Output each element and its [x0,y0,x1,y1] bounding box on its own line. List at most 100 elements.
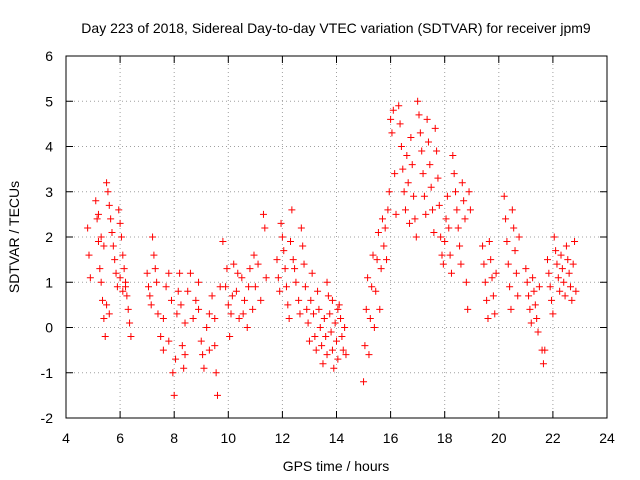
data-point [243,324,251,331]
data-point [192,296,200,304]
data-point [454,224,462,232]
data-point [97,233,105,241]
data-point [543,256,551,264]
data-point [292,278,300,286]
data-point [119,287,127,295]
data-point [285,314,293,322]
data-point [222,283,230,291]
data-point [99,296,107,304]
data-point [450,170,458,178]
data-point [526,305,534,313]
x-tick-label: 4 [62,430,70,446]
data-point [203,324,211,331]
data-point [465,188,473,196]
data-point [388,129,396,137]
data-point [241,296,249,304]
data-point [411,215,419,223]
data-point [189,314,197,322]
data-point [146,292,154,300]
data-point [127,333,135,341]
data-point [566,283,574,291]
data-point [278,233,286,241]
data-point [406,219,414,227]
data-point [205,346,213,354]
data-point [525,292,533,300]
data-point [558,265,566,273]
data-point [569,260,577,268]
data-point [335,301,343,309]
y-tick-label: 6 [45,48,53,64]
data-point [506,283,514,291]
data-point [112,269,120,277]
data-point [153,278,161,286]
data-point [328,346,336,354]
data-point [154,310,162,318]
data-point [383,256,391,264]
data-point [530,287,538,295]
data-point [387,115,395,123]
x-tick-label: 22 [545,430,561,446]
data-point [249,305,257,313]
data-point [213,391,221,399]
data-point [370,324,378,331]
data-point [86,274,94,282]
data-point [276,287,284,295]
x-axis-label: GPS time / hours [283,458,390,474]
data-point [167,296,175,304]
data-point [342,351,350,359]
data-point [184,287,192,295]
data-point [456,242,464,250]
data-point [552,247,560,255]
data-point [508,206,516,214]
data-point [334,355,342,363]
data-point [419,170,427,178]
data-point [485,238,493,246]
data-point [539,360,547,368]
data-point [487,256,495,264]
data-point [238,274,246,282]
data-point [245,283,253,291]
data-point [522,265,530,273]
data-point [423,115,431,123]
x-tick-label: 14 [329,430,345,446]
data-point [120,265,128,273]
data-point [103,301,111,309]
data-point [145,283,153,291]
y-tick-label: 0 [45,320,53,336]
data-point [331,319,339,327]
data-point [391,170,399,178]
data-point [284,301,292,309]
data-point [403,152,411,160]
data-point [408,161,416,169]
data-point [273,256,281,264]
data-point [479,242,487,250]
data-point [437,233,445,241]
data-point [116,219,124,227]
data-point [534,328,542,336]
data-point [108,228,116,236]
x-tick-label: 6 [116,430,124,446]
data-point [452,188,460,196]
data-point [510,224,518,232]
data-point [303,305,311,313]
data-point [416,129,424,137]
data-point [280,247,288,255]
data-point [376,305,384,313]
data-point [122,283,130,291]
data-point [549,310,557,318]
data-point [159,346,167,354]
data-point [503,238,511,246]
data-point [305,337,313,345]
data-point [462,278,470,286]
data-point [362,305,370,313]
data-point [115,206,123,214]
data-point [105,201,113,209]
data-point [529,274,537,282]
data-point [400,188,408,196]
data-point [341,324,349,331]
data-point [170,391,178,399]
data-point [228,292,236,300]
data-point [453,206,461,214]
data-point [333,337,340,345]
data-point [326,310,334,318]
